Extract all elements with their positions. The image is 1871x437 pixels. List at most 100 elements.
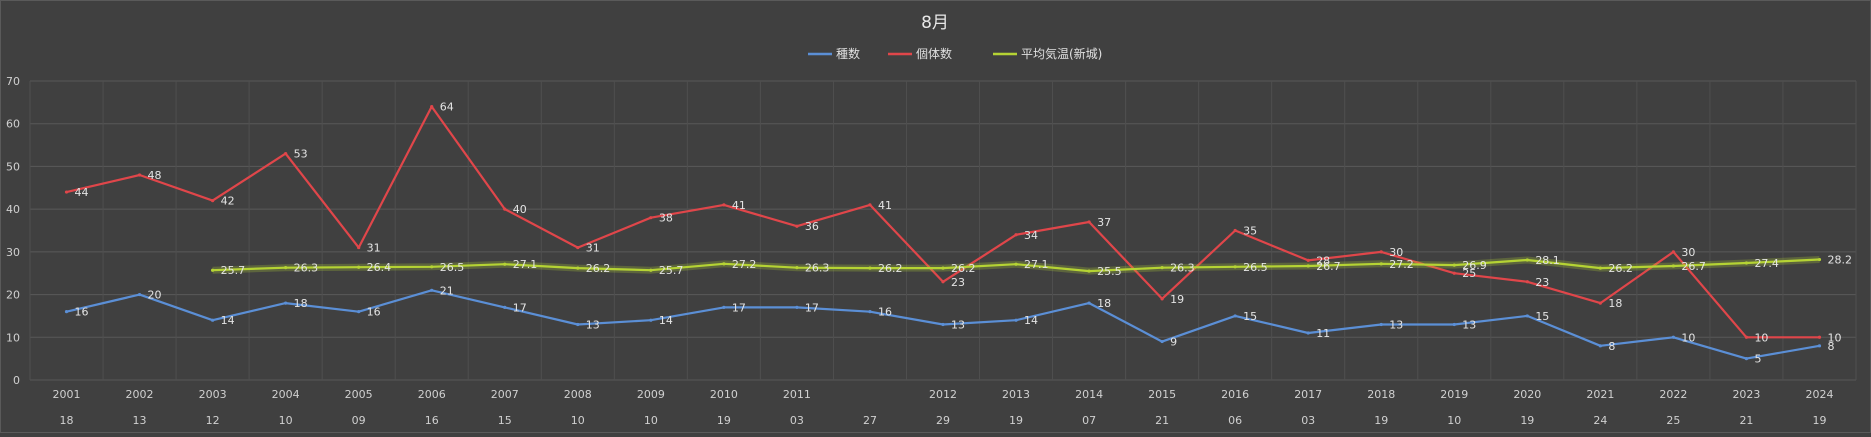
data-label-s1-0: 44 bbox=[75, 186, 89, 199]
y-axis: 0 10 20 30 40 50 60 70 bbox=[6, 75, 20, 387]
data-label-s2-8: 25.7 bbox=[659, 264, 684, 277]
x-tick-label: 2004 bbox=[272, 388, 300, 401]
data-label-s1-9: 41 bbox=[732, 199, 746, 212]
data-point-s0-3 bbox=[284, 301, 288, 305]
x-day-label: 09 bbox=[352, 414, 366, 427]
x-day-label: 19 bbox=[1812, 414, 1826, 427]
data-point-s0-24 bbox=[1817, 344, 1822, 348]
y-tick-label: 0 bbox=[13, 374, 20, 387]
x-day-label: 06 bbox=[1228, 414, 1242, 427]
x-day-label: 16 bbox=[425, 414, 439, 427]
data-label-s2-5: 26.5 bbox=[440, 261, 465, 274]
data-label-s0-9: 17 bbox=[732, 301, 746, 314]
x-tick-label: 2024 bbox=[1805, 388, 1833, 401]
data-label-s0-22: 10 bbox=[1681, 331, 1695, 344]
data-point-s1-6 bbox=[503, 207, 507, 211]
data-point-s1-2 bbox=[211, 199, 215, 203]
data-point-s0-21 bbox=[1598, 344, 1602, 348]
x-tick-label: 2008 bbox=[564, 388, 592, 401]
data-point-s2-7 bbox=[576, 266, 580, 270]
x-tick-label: 2021 bbox=[1586, 388, 1614, 401]
x-tick-label: 2002 bbox=[126, 388, 154, 401]
data-point-s2-23 bbox=[1744, 261, 1749, 265]
x-day-label: 03 bbox=[790, 414, 804, 427]
data-point-s1-20 bbox=[1525, 280, 1529, 284]
data-label-s0-6: 17 bbox=[513, 301, 527, 314]
data-label-s0-20: 15 bbox=[1535, 310, 1549, 323]
x-day-label: 03 bbox=[1301, 414, 1315, 427]
data-point-s1-3 bbox=[284, 152, 288, 156]
x-tick-label: 2018 bbox=[1367, 388, 1395, 401]
x-day-label: 24 bbox=[1593, 414, 1607, 427]
data-label-s0-4: 16 bbox=[367, 306, 381, 319]
data-point-s2-9 bbox=[722, 262, 726, 266]
data-label-s0-12: 13 bbox=[951, 318, 965, 331]
x-day-label: 10 bbox=[1447, 414, 1461, 427]
data-point-s1-22 bbox=[1671, 250, 1675, 254]
data-label-s1-20: 23 bbox=[1535, 276, 1549, 289]
data-point-s1-18 bbox=[1379, 250, 1383, 254]
data-point-s0-7 bbox=[576, 322, 580, 327]
data-label-s2-17: 26.7 bbox=[1316, 260, 1341, 273]
data-label-s1-14: 37 bbox=[1097, 216, 1111, 229]
x-day-label: 25 bbox=[1666, 414, 1680, 427]
y-tick-label: 60 bbox=[6, 118, 20, 131]
data-label-s1-1: 48 bbox=[148, 169, 162, 182]
data-point-s1-23 bbox=[1744, 335, 1749, 339]
data-point-s0-0 bbox=[64, 310, 69, 314]
data-point-s0-5 bbox=[430, 288, 434, 292]
x-tick-label: 2012 bbox=[929, 388, 957, 401]
x-tick-label: 2009 bbox=[637, 388, 665, 401]
x-day-label: 18 bbox=[60, 414, 74, 427]
data-point-s0-19 bbox=[1452, 322, 1456, 327]
x-day-label: 27 bbox=[863, 414, 877, 427]
x-day-label: 10 bbox=[571, 414, 585, 427]
data-point-s2-21 bbox=[1598, 266, 1602, 270]
legend: 種数 個体数 平均気温(新城) bbox=[808, 46, 1102, 61]
data-point-s0-15 bbox=[1160, 339, 1164, 344]
data-label-s2-9: 27.2 bbox=[732, 258, 757, 271]
data-label-s2-20: 28.1 bbox=[1535, 254, 1560, 267]
data-label-s2-22: 26.7 bbox=[1681, 260, 1706, 273]
data-label-s2-21: 26.2 bbox=[1608, 262, 1633, 275]
data-label-s0-18: 13 bbox=[1389, 318, 1403, 331]
x-tick-label: 2022 bbox=[1659, 388, 1687, 401]
data-point-s2-6 bbox=[503, 262, 507, 266]
data-point-s0-11 bbox=[868, 310, 872, 314]
y-tick-label: 10 bbox=[6, 331, 20, 344]
data-label-s2-23: 27.4 bbox=[1754, 257, 1779, 270]
legend-label-1: 個体数 bbox=[916, 46, 952, 61]
data-point-s2-12 bbox=[941, 266, 945, 270]
y-tick-label: 30 bbox=[6, 246, 20, 259]
x-day-label: 21 bbox=[1155, 414, 1169, 427]
data-point-s1-15 bbox=[1160, 297, 1164, 301]
data-point-s0-6 bbox=[503, 305, 507, 309]
x-day-label: 19 bbox=[1374, 414, 1388, 427]
data-point-s1-8 bbox=[649, 216, 653, 220]
data-label-s1-18: 30 bbox=[1389, 246, 1403, 259]
data-label-s1-5: 64 bbox=[440, 101, 454, 114]
data-label-s1-10: 36 bbox=[805, 220, 819, 233]
data-point-s1-11 bbox=[868, 203, 872, 207]
data-point-s2-18 bbox=[1379, 262, 1383, 266]
data-label-s1-7: 31 bbox=[586, 242, 600, 255]
data-label-s2-2: 25.7 bbox=[221, 264, 246, 277]
x-tick-label: 2015 bbox=[1148, 388, 1176, 401]
data-label-s1-11: 41 bbox=[878, 199, 892, 212]
data-label-s2-7: 26.2 bbox=[586, 262, 611, 275]
data-label-s1-24: 10 bbox=[1827, 331, 1841, 344]
data-point-s2-24 bbox=[1817, 257, 1822, 262]
data-label-s0-11: 16 bbox=[878, 306, 892, 319]
data-point-s1-10 bbox=[795, 224, 799, 228]
data-point-s2-8 bbox=[649, 268, 653, 272]
x-day-label: 07 bbox=[1082, 414, 1096, 427]
data-point-s0-4 bbox=[357, 310, 361, 314]
data-point-s0-13 bbox=[1014, 318, 1018, 322]
x-tick-label: 2020 bbox=[1513, 388, 1541, 401]
x-day-label: 13 bbox=[133, 414, 147, 427]
x-day-label: 19 bbox=[1520, 414, 1534, 427]
x-day-label: 29 bbox=[936, 414, 950, 427]
y-tick-label: 20 bbox=[6, 289, 20, 302]
data-label-s2-3: 26.3 bbox=[294, 262, 319, 275]
x-day-label: 10 bbox=[644, 414, 658, 427]
